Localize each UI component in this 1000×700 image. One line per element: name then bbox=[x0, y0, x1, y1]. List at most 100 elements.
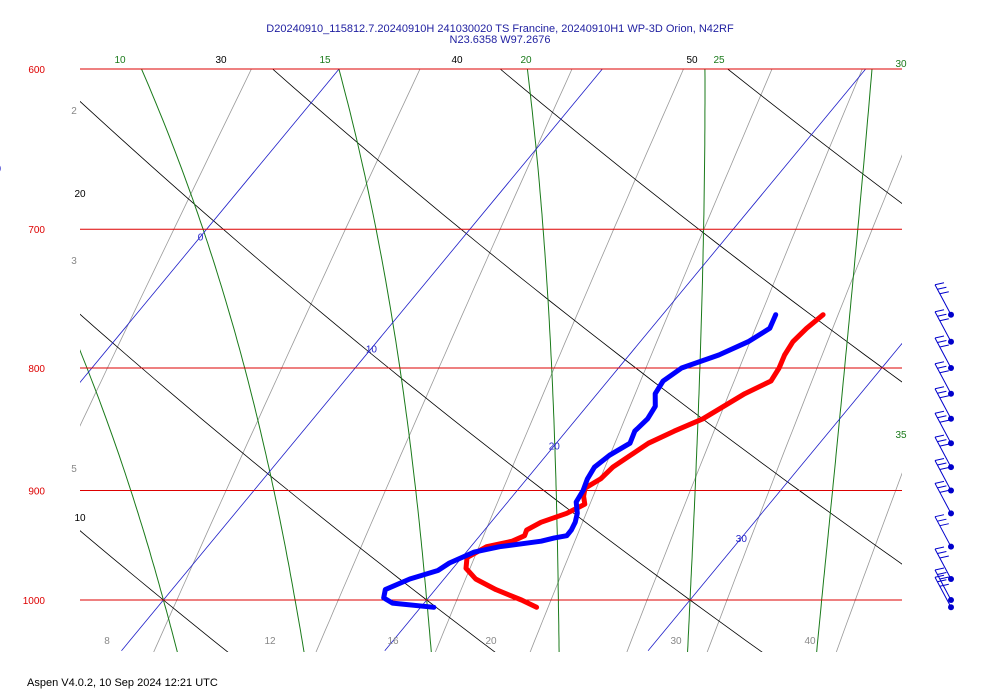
moist-adiabat-line bbox=[526, 69, 560, 652]
mixing-ratio-line bbox=[434, 69, 684, 652]
mixing-ratio-label: 2 bbox=[71, 106, 77, 117]
wind-barb-feather bbox=[937, 313, 947, 317]
pressure-tick-label: 800 bbox=[28, 364, 45, 375]
wind-barb-feather bbox=[934, 335, 945, 339]
moist-adiabat-line bbox=[80, 349, 178, 652]
wind-barb-feather bbox=[939, 291, 949, 295]
mixing-ratio-line bbox=[315, 69, 573, 652]
wind-barb-feather bbox=[937, 390, 947, 394]
wind-barb bbox=[934, 434, 954, 471]
wind-barb bbox=[934, 567, 954, 603]
dry-adiabat-line bbox=[862, 0, 1000, 661]
dry-adiabat-line bbox=[80, 313, 496, 652]
wind-barb bbox=[934, 480, 954, 517]
wind-barb-feather bbox=[934, 361, 945, 365]
wind-barb-staff bbox=[934, 483, 952, 514]
pressure-tick-label: 900 bbox=[28, 486, 45, 497]
wind-barb bbox=[934, 546, 954, 582]
wind-barb-staff bbox=[934, 363, 952, 394]
dry-adiabat-label: 40 bbox=[451, 55, 463, 66]
mixing-ratio-line bbox=[835, 472, 902, 652]
wind-barb-feather bbox=[934, 410, 945, 414]
wind-barb-staff bbox=[934, 516, 952, 547]
wind-barb-feather bbox=[939, 443, 949, 447]
mixing-ratio-line bbox=[153, 69, 421, 652]
isotherm-label: 30 bbox=[736, 534, 748, 545]
dry-adiabat-line bbox=[499, 69, 902, 383]
dry-adiabat-line bbox=[80, 530, 229, 652]
isotherm-line bbox=[121, 69, 603, 651]
pressure-tick-label: 1000 bbox=[23, 596, 46, 607]
wind-barb-feather bbox=[937, 340, 947, 344]
dry-adiabats bbox=[80, 0, 1000, 661]
mixing-ratio-label: 12 bbox=[264, 636, 276, 647]
isobars bbox=[80, 68, 902, 601]
title-line-2: N23.6358 W97.2676 bbox=[449, 34, 551, 46]
wind-barb-feather bbox=[937, 365, 947, 369]
wind-barb-feather bbox=[934, 567, 945, 571]
wind-barb-feather bbox=[939, 370, 949, 374]
sounding-profiles bbox=[381, 312, 826, 610]
wind-barb-feather bbox=[939, 318, 949, 322]
dry-adiabat-label: 30 bbox=[215, 55, 227, 66]
wind-barb-feather bbox=[939, 395, 949, 399]
wind-barb-feather bbox=[937, 551, 947, 554]
wind-barb bbox=[934, 309, 954, 345]
wind-barb-feather bbox=[934, 514, 945, 518]
footer-version: Aspen V4.0.2, 10 Sep 2024 12:21 UTC bbox=[27, 677, 218, 689]
wind-barb-feather bbox=[937, 518, 947, 522]
wind-barb-feather bbox=[937, 572, 947, 575]
wind-barb bbox=[934, 361, 954, 397]
wind-barb-feather bbox=[937, 439, 947, 443]
mixing-ratio-label: 16 bbox=[387, 636, 399, 647]
isotherm-label: -10 bbox=[0, 164, 2, 175]
pressure-tick-label: 700 bbox=[28, 225, 45, 236]
dewpoint-profile-line bbox=[381, 312, 779, 610]
moist-adiabat-label: 35 bbox=[895, 430, 907, 441]
wind-barb-feather bbox=[934, 546, 945, 550]
moist-adiabat-label: 10 bbox=[114, 55, 126, 66]
mixing-ratio-line bbox=[706, 154, 902, 652]
isotherms bbox=[80, 0, 1000, 651]
mixing-ratio-label: 3 bbox=[71, 256, 77, 267]
wind-barb-feather bbox=[937, 462, 947, 466]
wind-barb-staff bbox=[934, 577, 952, 608]
moist-adiabats bbox=[80, 69, 873, 652]
wind-barb-feather bbox=[937, 485, 947, 489]
wind-barb-staff bbox=[934, 412, 952, 444]
isotherm-label: 20 bbox=[549, 442, 561, 453]
wind-barb-feather bbox=[939, 419, 949, 423]
wind-barb-feather bbox=[934, 386, 945, 390]
wind-barb-feather bbox=[934, 480, 945, 484]
pressure-tick-label: 600 bbox=[28, 65, 45, 76]
chart-title: D20240910_115812.7.20240910H 241030020 T… bbox=[0, 24, 1000, 46]
wind-barb-feather bbox=[934, 309, 945, 313]
mixing-ratio-line bbox=[529, 69, 773, 652]
wind-barb-feather bbox=[939, 583, 949, 587]
wind-barb-feather bbox=[937, 286, 947, 290]
wind-barb bbox=[934, 514, 954, 550]
wind-barb-staff bbox=[934, 436, 952, 468]
mixing-ratio-line bbox=[0, 0, 114, 661]
wind-barb-feather bbox=[939, 344, 949, 348]
wind-barb-feather bbox=[937, 415, 947, 419]
mixing-ratio-label: 30 bbox=[670, 636, 682, 647]
wind-barb-feather bbox=[934, 457, 945, 461]
isotherm-label: 0 bbox=[198, 233, 204, 244]
moist-adiabat-label: 25 bbox=[713, 55, 725, 66]
isotherm-line bbox=[911, 0, 1000, 651]
mixing-ratio-line bbox=[80, 69, 252, 427]
dry-adiabat-line bbox=[271, 69, 902, 565]
wind-barb-feather bbox=[939, 523, 949, 527]
mixing-ratio-label: 5 bbox=[71, 464, 77, 475]
moist-adiabat-line bbox=[816, 69, 873, 652]
moist-adiabat-line bbox=[140, 69, 305, 652]
moist-adiabat-label: 15 bbox=[319, 55, 331, 66]
mixing-ratio-lines bbox=[0, 0, 902, 661]
wind-barb-staff bbox=[934, 460, 952, 491]
wind-barb-feather bbox=[934, 574, 945, 578]
dry-adiabat-line bbox=[727, 69, 902, 205]
dry-adiabat-label: 50 bbox=[686, 55, 698, 66]
mixing-ratio-label: 8 bbox=[104, 636, 110, 647]
wind-barb-feather bbox=[939, 466, 949, 470]
